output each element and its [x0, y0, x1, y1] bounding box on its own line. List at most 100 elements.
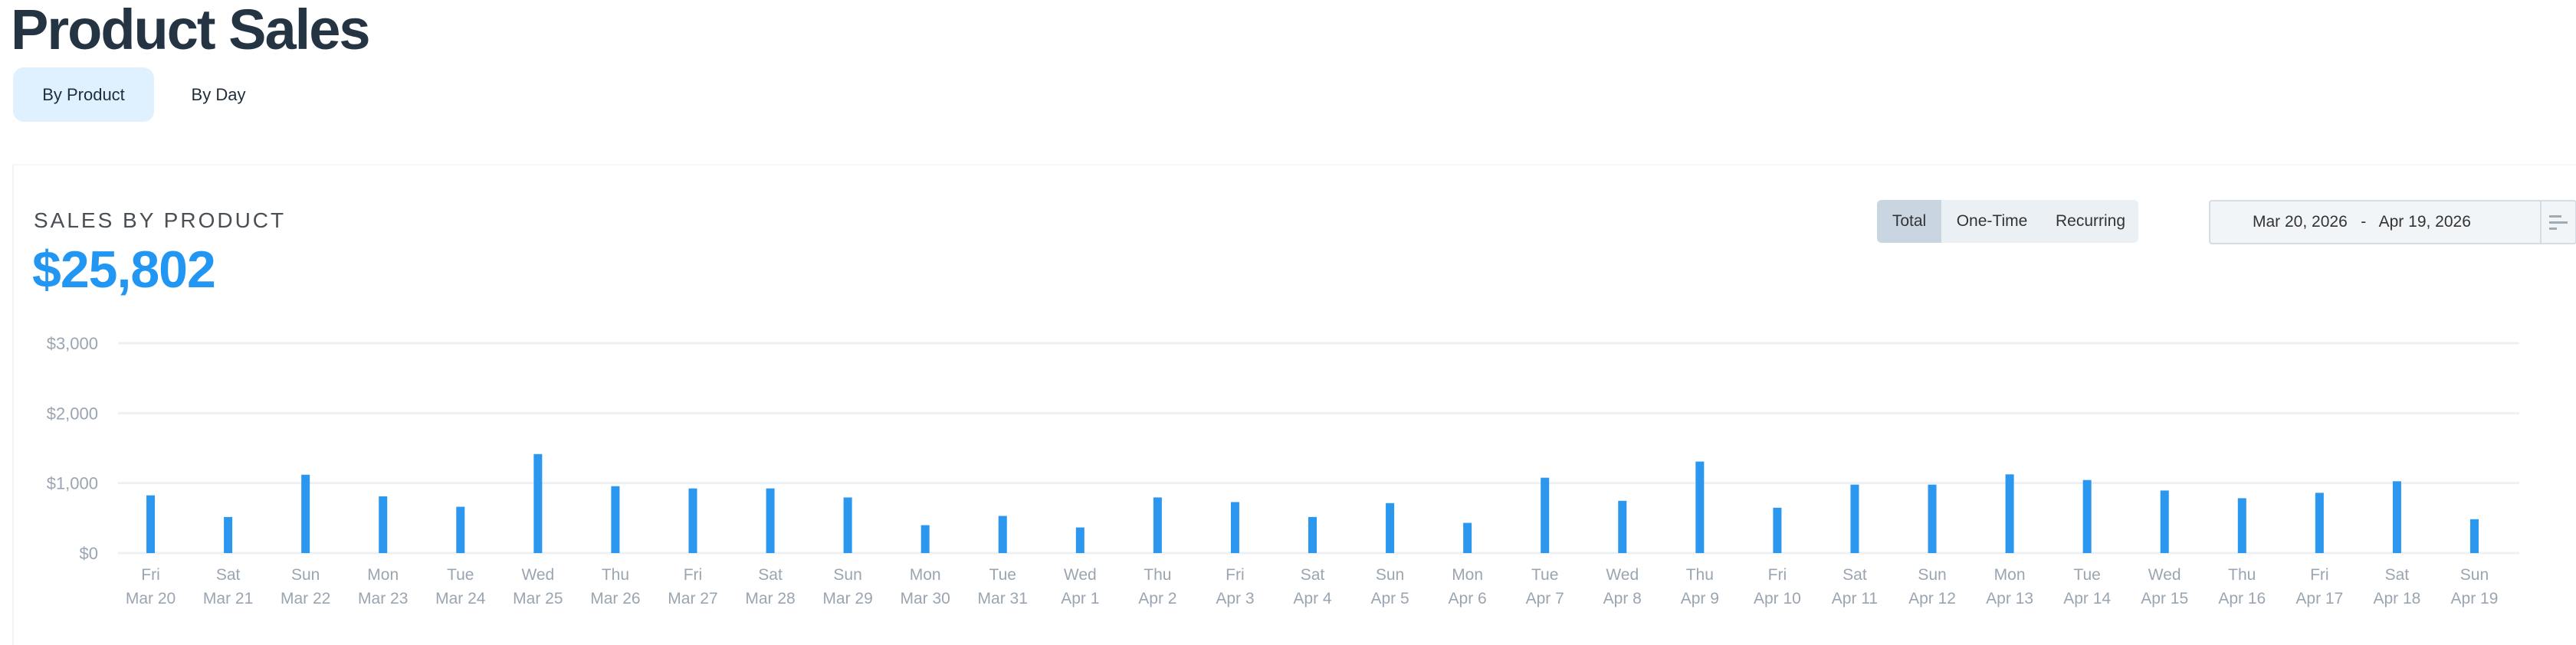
x-tick-date: Mar 26 [590, 590, 640, 607]
sales-card [12, 164, 2576, 645]
x-tick-date: Apr 17 [2295, 590, 2343, 607]
y-tick-label: $3,000 [47, 334, 98, 353]
bar [766, 488, 775, 553]
x-tick-date: Apr 14 [2063, 590, 2111, 607]
bar [998, 516, 1007, 553]
toggle-recurring[interactable]: Recurring [2055, 212, 2126, 230]
bar [920, 525, 930, 553]
x-tick-day: Sat [1301, 566, 1325, 584]
bar [224, 516, 233, 553]
x-tick-day: Sat [1843, 566, 1867, 584]
x-tick-day: Sun [291, 566, 320, 584]
x-tick-date: Apr 11 [1832, 590, 1878, 607]
bar [1695, 461, 1705, 553]
bar [1928, 484, 1937, 553]
tab-by-product[interactable]: By Product [13, 67, 154, 122]
x-tick-day: Sat [216, 566, 241, 584]
x-tick-date: Apr 4 [1293, 590, 1332, 607]
x-tick-day: Tue [989, 566, 1016, 584]
x-tick-day: Thu [1144, 566, 1171, 584]
bar [1153, 497, 1162, 553]
bar [2005, 474, 2014, 553]
x-tick-day: Mon [1994, 566, 2026, 584]
x-tick-date: Mar 23 [358, 590, 408, 607]
bar [1463, 522, 1472, 553]
bar [1773, 507, 1782, 553]
x-tick-date: Apr 9 [1681, 590, 1719, 607]
date-range-text: Mar 20, 2026 - Apr 19, 2026 [2253, 213, 2471, 231]
x-tick-day: Tue [447, 566, 474, 584]
bar [2392, 481, 2401, 553]
x-tick-date: Mar 22 [281, 590, 330, 607]
x-tick-day: Fri [141, 566, 160, 584]
x-tick-day: Thu [602, 566, 629, 584]
bar [2315, 493, 2324, 553]
x-tick-day: Mon [367, 566, 399, 584]
date-range-picker[interactable]: Mar 20, 2026 - Apr 19, 2026 [2209, 200, 2576, 244]
x-tick-date: Apr 12 [1908, 590, 1956, 607]
x-tick-date: Mar 28 [745, 590, 795, 607]
x-tick-day: Wed [2148, 566, 2181, 584]
x-tick-date: Apr 2 [1138, 590, 1176, 607]
bar [2082, 480, 2092, 553]
tab-by-day[interactable]: By Day [191, 84, 246, 104]
x-tick-date: Apr 16 [2218, 590, 2266, 607]
x-tick-date: Apr 5 [1370, 590, 1409, 607]
card-title: SALES BY PRODUCT [34, 208, 287, 232]
bar [456, 506, 465, 553]
x-tick-day: Sat [2385, 566, 2410, 584]
x-tick-day: Wed [1064, 566, 1097, 584]
toggle-one-time[interactable]: One-Time [1956, 212, 2028, 230]
x-tick-date: Mar 30 [900, 590, 950, 607]
bar [1386, 503, 1395, 553]
x-tick-day: Wed [1606, 566, 1639, 584]
x-tick-date: Apr 13 [1986, 590, 2033, 607]
bar [688, 488, 697, 553]
menu-lines-icon[interactable] [2540, 201, 2575, 243]
x-tick-day: Mon [910, 566, 941, 584]
bar [1618, 500, 1627, 553]
bar [1230, 502, 1239, 553]
page-title: Product Sales [11, 0, 371, 61]
x-tick-day: Thu [2228, 566, 2256, 584]
x-tick-day: Fri [1768, 566, 1787, 584]
x-tick-date: Mar 24 [435, 590, 486, 607]
bar [301, 474, 310, 553]
sales-type-toggle: Total One-Time Recurring [1877, 200, 2138, 243]
bar [1075, 527, 1085, 553]
date-start: Mar 20, 2026 [2253, 213, 2348, 231]
y-tick-label: $1,000 [47, 474, 98, 493]
bar [379, 496, 388, 553]
x-tick-date: Apr 1 [1061, 590, 1099, 607]
x-tick-day: Thu [1686, 566, 1714, 584]
x-tick-day: Sun [1376, 566, 1404, 584]
y-tick-label: $0 [80, 544, 98, 563]
bar [611, 486, 620, 553]
y-tick-label: $2,000 [47, 404, 98, 423]
x-tick-date: Apr 18 [2373, 590, 2420, 607]
x-tick-date: Apr 15 [2141, 590, 2188, 607]
toggle-total[interactable]: Total [1877, 200, 1941, 243]
bar [1308, 516, 1317, 553]
x-tick-date: Apr 7 [1526, 590, 1564, 607]
x-tick-day: Fri [1226, 566, 1245, 584]
bar [1541, 477, 1550, 553]
x-tick-day: Sat [758, 566, 783, 584]
x-tick-day: Wed [521, 566, 554, 584]
x-tick-day: Sun [833, 566, 861, 584]
x-tick-date: Mar 27 [668, 590, 717, 607]
x-tick-date: Mar 29 [822, 590, 872, 607]
date-separator: - [2361, 213, 2367, 231]
bar [2160, 490, 2169, 553]
x-tick-day: Fri [2310, 566, 2329, 584]
date-end: Apr 19, 2026 [2378, 213, 2471, 231]
x-tick-date: Apr 6 [1449, 590, 1487, 607]
x-tick-date: Mar 25 [513, 590, 563, 607]
x-tick-day: Tue [2073, 566, 2100, 584]
bar [2469, 519, 2479, 553]
x-tick-date: Apr 19 [2451, 590, 2499, 607]
bar [843, 497, 852, 553]
bar [1850, 484, 1859, 553]
x-tick-day: Fri [684, 566, 703, 584]
